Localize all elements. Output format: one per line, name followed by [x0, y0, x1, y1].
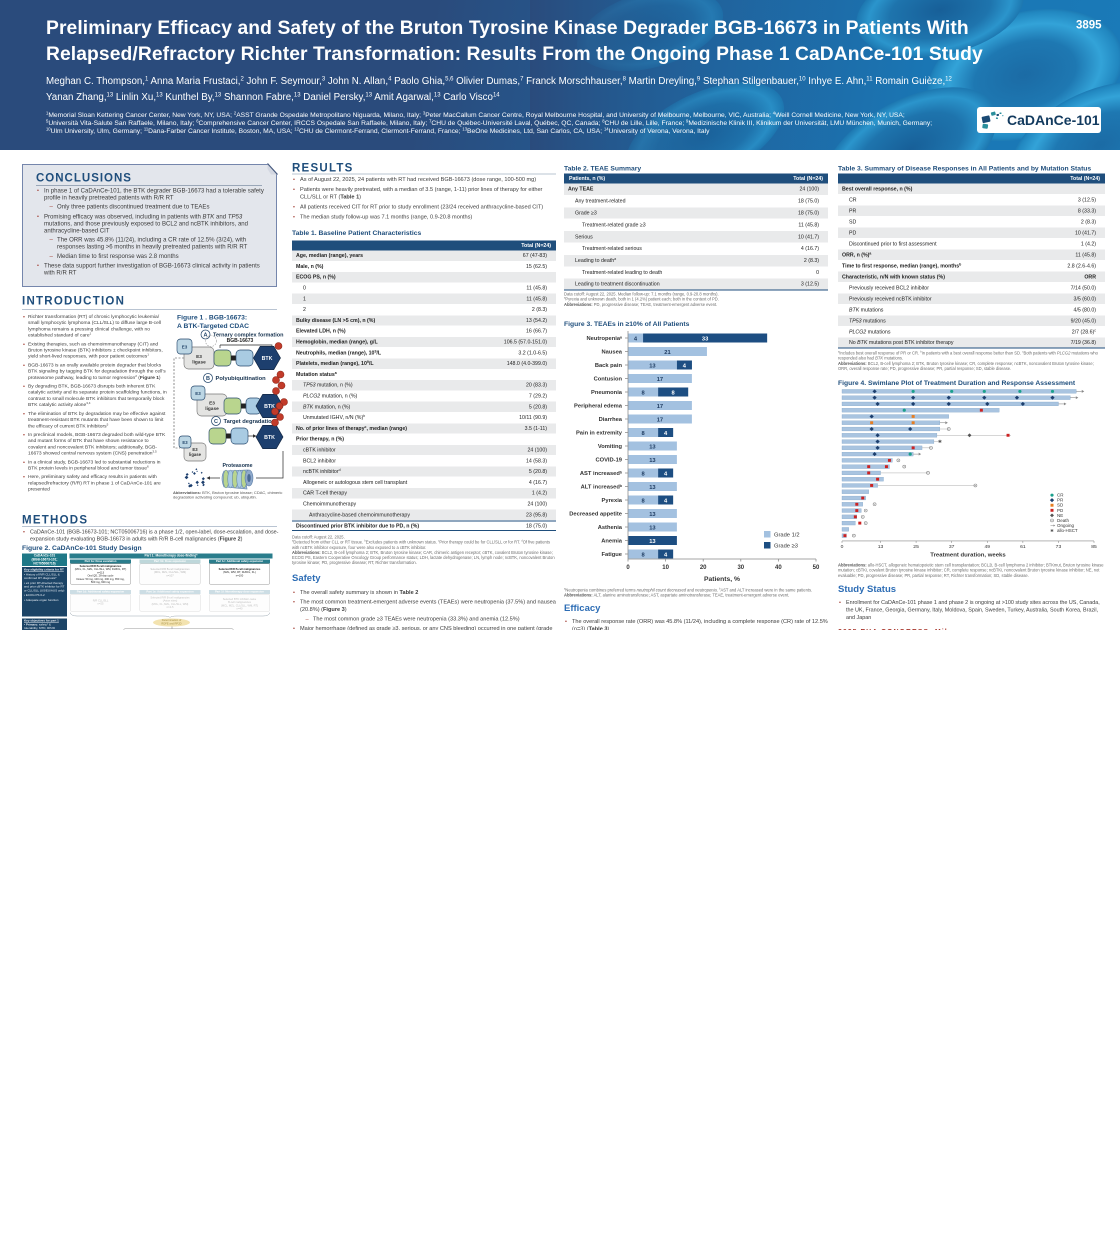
svg-text:33: 33	[702, 336, 708, 342]
svg-text:17: 17	[657, 404, 663, 410]
svg-text:8: 8	[641, 431, 645, 437]
svg-text:61: 61	[1020, 544, 1026, 550]
svg-text:13: 13	[878, 544, 884, 550]
svg-text:73: 73	[1056, 544, 1062, 550]
svg-text:8: 8	[641, 390, 645, 396]
svg-text:ligase: ligase	[189, 452, 202, 457]
svg-text:4: 4	[664, 431, 668, 437]
svg-text:13: 13	[649, 444, 655, 450]
svg-text:21: 21	[664, 350, 671, 356]
svg-text:B: B	[206, 376, 210, 382]
svg-text:Target degradation: Target degradation	[224, 419, 276, 425]
svg-text:ligase: ligase	[205, 406, 219, 412]
svg-text:Neutropeniaa: Neutropeniaa	[587, 336, 623, 343]
svg-text:85: 85	[1091, 544, 1097, 550]
svg-text:Patients, %: Patients, %	[704, 576, 740, 583]
svg-text:degradation activating compoun: degradation activating compound; ub, ubi…	[173, 495, 257, 500]
svg-text:Fatigue: Fatigue	[602, 552, 622, 558]
svg-text:Treatment duration, weeks: Treatment duration, weeks	[930, 552, 1006, 558]
svg-text:SD: SD	[1057, 503, 1063, 508]
svg-text:Asthenia: Asthenia	[598, 525, 623, 531]
svg-text:4: 4	[634, 336, 638, 342]
svg-text:4: 4	[664, 552, 668, 558]
svg-text:4: 4	[664, 471, 668, 477]
svg-text:Abbreviations: BTK, Bruton tyr: Abbreviations: BTK, Bruton tyrosine kina…	[173, 490, 282, 495]
svg-text:BTK: BTK	[264, 435, 275, 441]
svg-text:10: 10	[662, 565, 669, 571]
svg-text:50: 50	[813, 565, 820, 571]
svg-text:13: 13	[649, 485, 655, 491]
svg-text:Death: Death	[1057, 518, 1070, 523]
svg-text:Polyubiquitination: Polyubiquitination	[216, 376, 267, 382]
svg-text:Vomiting: Vomiting	[598, 444, 623, 450]
svg-text:30: 30	[737, 565, 744, 571]
svg-text:17: 17	[657, 377, 663, 383]
svg-text:BGB-16673: BGB-16673	[227, 338, 254, 344]
svg-text:Ongoing: Ongoing	[1057, 523, 1075, 528]
svg-text:BTK: BTK	[262, 356, 273, 362]
svg-text:E3: E3	[192, 447, 198, 452]
svg-text:0: 0	[626, 565, 630, 571]
svg-text:17: 17	[657, 417, 663, 423]
svg-text:Ternary complex formation: Ternary complex formation	[213, 333, 284, 339]
svg-text:COVID-19: COVID-19	[595, 458, 622, 464]
svg-text:Diarrhea: Diarrhea	[599, 417, 623, 423]
svg-text:AST increasedb: AST increasedb	[580, 471, 622, 478]
svg-text:NE: NE	[1057, 513, 1063, 518]
svg-text:Nausea: Nausea	[602, 350, 623, 356]
svg-text:Pneumonia: Pneumonia	[591, 390, 623, 396]
svg-text:0: 0	[841, 544, 844, 550]
svg-text:Peripheral edema: Peripheral edema	[574, 404, 623, 410]
svg-text:Grade ≥3: Grade ≥3	[774, 544, 798, 550]
svg-text:8: 8	[641, 498, 645, 504]
svg-text:Anemia: Anemia	[601, 539, 623, 545]
svg-text:ALT increasedb: ALT increasedb	[581, 484, 622, 491]
svg-text:PR: PR	[1057, 498, 1063, 503]
svg-text:Decreased appetite: Decreased appetite	[569, 512, 622, 518]
svg-text:13: 13	[649, 525, 655, 531]
svg-text:20: 20	[700, 565, 707, 571]
svg-text:Pain in extremity: Pain in extremity	[576, 431, 623, 437]
svg-text:✱: ✱	[1050, 528, 1054, 533]
svg-text:13: 13	[649, 363, 655, 369]
svg-text:E3: E3	[182, 345, 188, 350]
svg-text:8: 8	[641, 552, 645, 558]
svg-text:CR: CR	[1057, 493, 1063, 498]
svg-text:E3: E3	[196, 354, 202, 360]
svg-text:✱: ✱	[938, 439, 942, 444]
svg-text:A: A	[204, 333, 208, 339]
svg-text:25: 25	[913, 544, 919, 550]
svg-text:E3: E3	[182, 440, 188, 445]
svg-text:40: 40	[775, 565, 782, 571]
svg-text:BTK: BTK	[264, 404, 275, 410]
svg-text:Proteasome: Proteasome	[222, 463, 252, 469]
svg-text:37: 37	[949, 544, 955, 550]
svg-text:4: 4	[664, 498, 668, 504]
svg-text:Back pain: Back pain	[595, 363, 623, 369]
svg-text:Contusion: Contusion	[594, 377, 623, 383]
svg-text:Pyrexia: Pyrexia	[602, 498, 623, 504]
svg-text:allo-HSCT: allo-HSCT	[1057, 528, 1078, 533]
svg-text:13: 13	[649, 539, 655, 545]
svg-text:E3: E3	[195, 391, 201, 396]
svg-text:ligase: ligase	[192, 360, 206, 366]
svg-text:13: 13	[649, 512, 655, 518]
svg-text:8: 8	[641, 471, 645, 477]
svg-text:PD: PD	[1057, 508, 1063, 513]
svg-text:E3: E3	[209, 401, 215, 407]
svg-text:8: 8	[671, 390, 675, 396]
svg-text:49: 49	[985, 544, 991, 550]
svg-text:Grade 1/2: Grade 1/2	[774, 533, 800, 539]
svg-text:C: C	[214, 419, 218, 425]
svg-text:4: 4	[683, 363, 687, 369]
svg-text:13: 13	[649, 458, 655, 464]
